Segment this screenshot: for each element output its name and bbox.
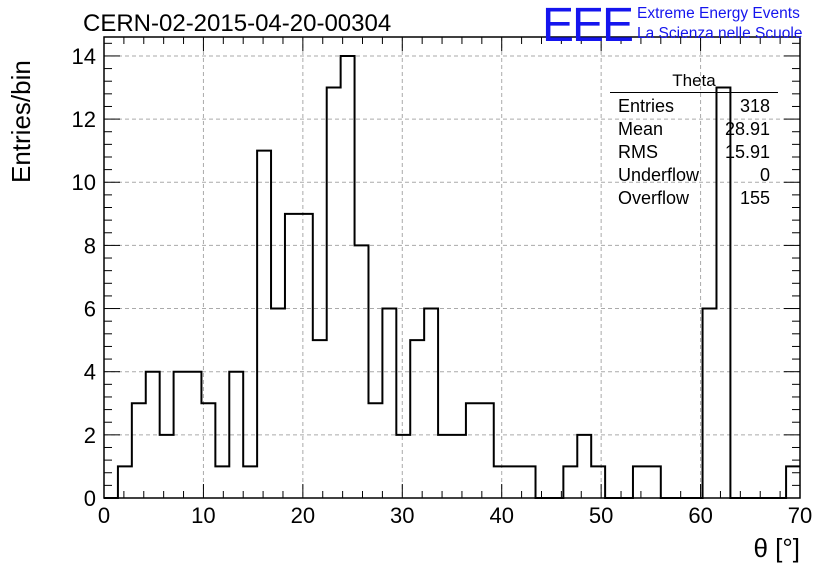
stats-label: Underflow [618, 165, 700, 185]
histogram-bin [243, 466, 257, 498]
histogram-bin [118, 466, 132, 498]
y-tick-label: 6 [84, 297, 96, 322]
stats-label: Overflow [618, 188, 690, 208]
grid-lines [104, 37, 800, 498]
y-tick-label: 4 [84, 360, 96, 385]
histogram-bin [466, 403, 480, 498]
y-axis-ticks: 0 2 4 6 8 10 12 14 [72, 42, 800, 511]
histogram-bin [396, 435, 410, 498]
histogram-bin [410, 340, 424, 498]
histogram-bin [522, 466, 536, 498]
y-tick-label: 0 [84, 486, 96, 511]
stats-title: Theta [610, 71, 778, 93]
histogram-bin [341, 56, 355, 498]
stats-row-mean: Mean 28.91 [610, 118, 778, 141]
histogram-bin [257, 151, 271, 498]
logo-caption-line1: Extreme Energy Events [637, 5, 800, 22]
histogram-bin [633, 466, 647, 498]
x-tick-label: 50 [589, 503, 613, 528]
histogram-bin [452, 435, 466, 498]
stats-label: RMS [618, 142, 658, 162]
histogram-bin [577, 435, 591, 498]
histogram-bin [786, 466, 800, 498]
histogram-bin [299, 214, 313, 498]
histogram-bin [480, 403, 494, 498]
y-tick-label: 2 [84, 423, 96, 448]
histogram-bin [215, 466, 229, 498]
y-tick-label: 10 [72, 170, 96, 195]
logo-caption-line2: La Scienza nelle Scuole [637, 25, 803, 42]
logo-caption: Extreme Energy Events La Scienza nelle S… [637, 4, 802, 44]
histogram-bin [508, 466, 522, 498]
plot-frame [103, 36, 801, 499]
y-tick-label: 8 [84, 233, 96, 258]
histogram-bin [647, 466, 661, 498]
stats-box: Theta Entries 318 Mean 28.91 RMS 15.91 Unde… [610, 71, 778, 210]
y-tick-label: 14 [72, 44, 96, 69]
stats-label: Entries [618, 96, 675, 116]
x-tick-label: 60 [688, 503, 712, 528]
x-axis-ticks: 0 10 20 30 40 50 60 70 [98, 37, 812, 528]
histogram-bin [494, 466, 508, 498]
histogram-bin [438, 435, 452, 498]
x-tick-label: 40 [489, 503, 513, 528]
stats-value: 0 [759, 165, 770, 185]
x-axis-label: θ [°] [753, 533, 800, 563]
stats-value: 155 [739, 188, 770, 208]
stats-row-overflow: Overflow 155 [610, 187, 778, 210]
stats-value: 15.91 [724, 142, 770, 162]
histogram-bin [703, 309, 717, 498]
x-tick-label: 30 [390, 503, 414, 528]
histogram-bin [563, 466, 577, 498]
y-tick-label: 12 [72, 107, 96, 132]
histogram-bin [313, 340, 327, 498]
x-tick-label: 20 [291, 503, 315, 528]
y-axis-label: Entries/bin [6, 60, 36, 183]
stats-value: 28.91 [724, 119, 770, 139]
stats-row-rms: RMS 15.91 [610, 141, 778, 164]
x-tick-label: 10 [191, 503, 215, 528]
stats-value: 318 [739, 96, 770, 116]
histogram-bin [160, 435, 174, 498]
x-tick-label: 70 [788, 503, 812, 528]
histogram-bin [327, 88, 341, 498]
stats-label: Mean [618, 119, 664, 139]
stats-row-entries: Entries 318 [610, 95, 778, 118]
histogram-bin [285, 214, 299, 498]
histogram-bin [132, 403, 146, 498]
histogram-bin [591, 466, 605, 498]
histogram-bin [382, 309, 396, 498]
x-tick-label: 0 [98, 503, 110, 528]
eee-logo: EEE [542, 0, 634, 52]
histogram-bin [271, 309, 285, 498]
histogram-bin [368, 403, 382, 498]
run-title: CERN-02-2015-04-20-00304 [83, 10, 392, 37]
stats-row-underflow: Underflow 0 [610, 164, 778, 187]
histogram-bin [424, 309, 438, 498]
